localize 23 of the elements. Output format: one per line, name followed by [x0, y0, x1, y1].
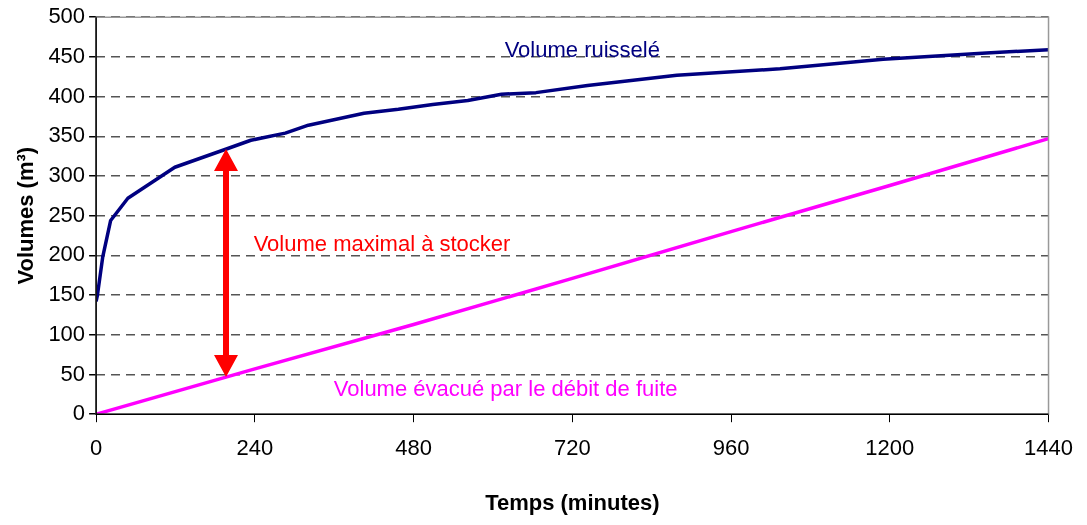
series-label: Volume ruisselé: [504, 36, 660, 62]
y-tick-label: 250: [48, 201, 86, 227]
y-tick-label: 50: [60, 360, 86, 386]
annotation: Volume maximal à stocker: [253, 231, 511, 257]
x-tick-label: 960: [712, 435, 750, 461]
y-tick-label: 300: [48, 162, 86, 188]
x-tick-label: 0: [89, 435, 103, 461]
x-tick-label: 1440: [1024, 435, 1074, 461]
y-tick-label: 150: [48, 281, 86, 307]
y-tick-label: 500: [48, 3, 86, 29]
y-tick-label: 400: [48, 82, 86, 108]
x-tick-label: 1200: [865, 435, 915, 461]
x-tick-label: 720: [553, 435, 591, 461]
y-tick-label: 450: [48, 42, 86, 68]
y-tick-label: 350: [48, 122, 86, 148]
y-axis-title: Volumes (m³): [13, 146, 39, 285]
x-axis-title: Temps (minutes): [485, 489, 660, 515]
series-label: Volume évacué par le débit de fuite: [333, 376, 678, 402]
y-tick-label: 0: [72, 400, 86, 426]
x-tick-label: 480: [395, 435, 432, 461]
y-tick-label: 100: [48, 320, 86, 346]
x-tick-label: 240: [236, 435, 274, 461]
y-tick-label: 200: [48, 241, 86, 267]
